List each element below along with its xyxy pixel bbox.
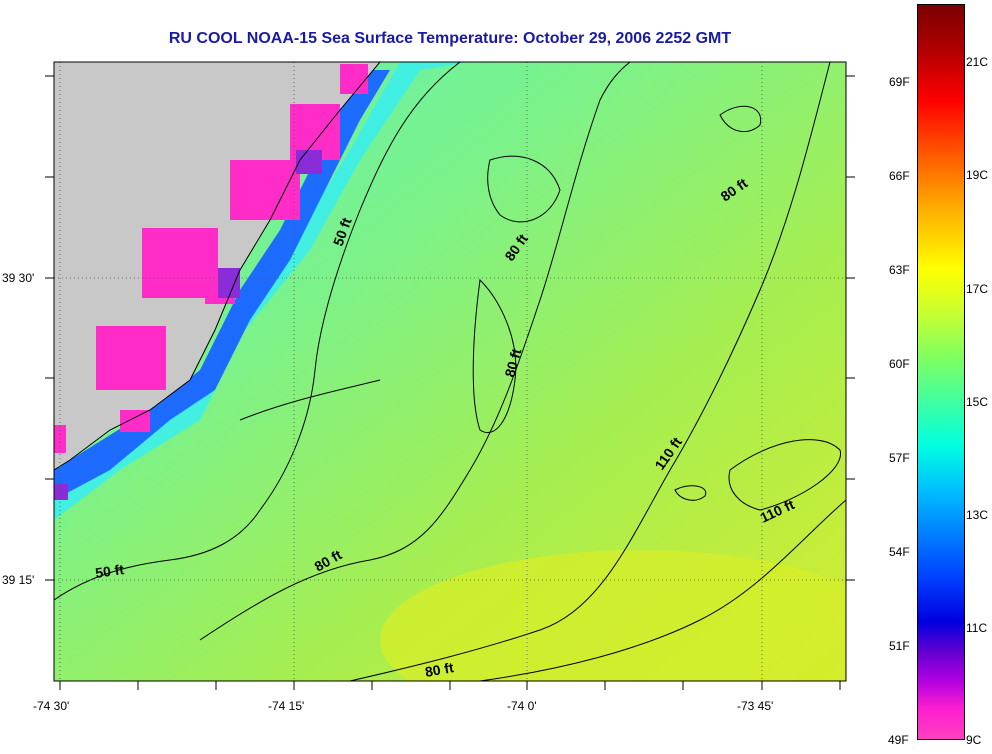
depth-label: 80 ft xyxy=(501,347,524,379)
fahrenheit-label: 49F xyxy=(888,733,909,747)
fahrenheit-label: 54F xyxy=(889,545,910,559)
depth-label: 50 ft xyxy=(94,561,125,581)
x-tick-label: -73 45' xyxy=(737,699,773,713)
celsius-label: 9C xyxy=(966,733,982,747)
celsius-label: 13C xyxy=(966,508,989,522)
purple-cold-patches xyxy=(54,150,322,500)
celsius-label: 15C xyxy=(966,395,989,409)
fahrenheit-label: 63F xyxy=(889,263,910,277)
fahrenheit-label: 66F xyxy=(889,169,910,183)
coastline xyxy=(54,62,381,471)
fahrenheit-label: 69F xyxy=(889,75,910,89)
temperature-colorbar xyxy=(917,4,965,740)
coastal-cold-strip xyxy=(54,70,390,500)
fahrenheit-label: 57F xyxy=(889,451,910,465)
fahrenheit-label: 51F xyxy=(889,639,910,653)
y-tick-label: 39 30' xyxy=(2,271,34,285)
depth-label: 80 ft xyxy=(424,659,455,680)
x-tick-label: -74 15' xyxy=(268,699,304,713)
warm-water-patch xyxy=(380,550,846,681)
depth-contours xyxy=(54,62,846,681)
lat-lon-grid xyxy=(54,62,846,681)
fahrenheit-label: 60F xyxy=(889,357,910,371)
axis-ticks xyxy=(45,75,855,690)
x-tick-label: -74 30' xyxy=(33,699,69,713)
celsius-label: 17C xyxy=(966,282,989,296)
map-title: RU COOL NOAA-15 Sea Surface Temperature:… xyxy=(168,30,732,47)
celsius-label: 11C xyxy=(966,621,988,635)
celsius-label: 19C xyxy=(966,168,989,182)
x-tick-label: -74 0' xyxy=(507,699,537,713)
celsius-label: 21C xyxy=(966,55,989,69)
y-tick-label: 39 15' xyxy=(2,573,34,587)
